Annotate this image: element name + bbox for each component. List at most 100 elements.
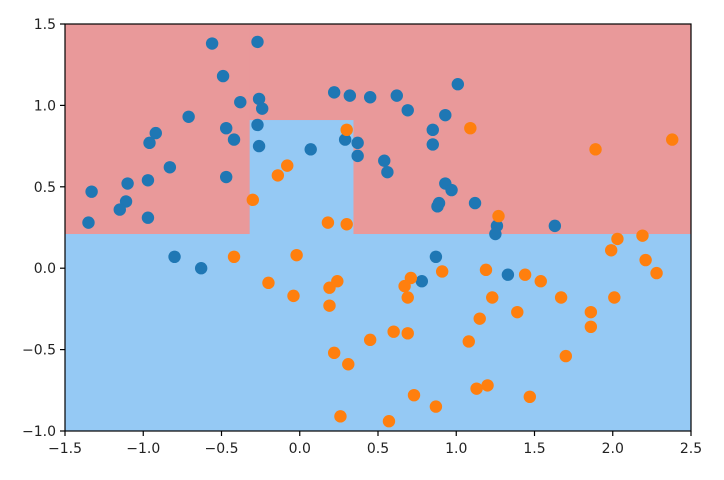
scatter-point-series-0-30 <box>338 133 352 146</box>
scatter-point-series-0-0 <box>205 37 219 50</box>
x-tick-label: 1.5 <box>523 441 545 457</box>
y-tick-label: 1.5 <box>34 17 56 33</box>
scatter-point-series-1-1 <box>246 193 259 207</box>
scatter-point-series-0-28 <box>390 89 403 102</box>
scatter-point-series-1-43 <box>604 244 618 257</box>
scatter-point-series-1-47 <box>639 253 652 267</box>
scatter-point-series-1-44 <box>611 232 624 246</box>
scatter-point-series-0-18 <box>113 203 126 216</box>
x-tick-label: 2.5 <box>680 441 702 457</box>
scatter-point-series-1-26 <box>464 121 477 135</box>
scatter-points <box>82 35 679 428</box>
scatter-point-series-1-16 <box>334 410 347 423</box>
scatter-point-series-1-32 <box>470 382 483 395</box>
scatter-point-series-1-31 <box>462 335 475 348</box>
y-tick-label: 1.0 <box>34 98 56 114</box>
scatter-point-series-1-4 <box>340 123 353 137</box>
scatter-point-series-1-29 <box>486 291 499 304</box>
scatter-point-series-1-5 <box>262 276 275 290</box>
scatter-point-series-0-22 <box>168 250 181 264</box>
scatter-point-series-0-36 <box>439 108 452 122</box>
scatter-point-series-0-42 <box>432 196 446 210</box>
scatter-point-series-1-21 <box>398 279 411 293</box>
scatter-point-series-0-24 <box>304 143 317 156</box>
scatter-point-series-1-19 <box>401 327 414 340</box>
x-tick-label: −0.5 <box>205 441 239 457</box>
scatter-point-series-1-24 <box>429 400 443 413</box>
scatter-point-series-0-19 <box>85 185 98 198</box>
y-tick-label: 0.0 <box>34 261 56 277</box>
scatter-point-series-0-26 <box>343 89 357 102</box>
y-tick-label: −1.0 <box>22 424 56 440</box>
scatter-point-series-0-23 <box>194 262 208 275</box>
scatter-point-series-0-15 <box>141 174 155 187</box>
x-tick-label: 0.5 <box>367 441 389 457</box>
scatter-point-series-0-12 <box>149 126 162 140</box>
scatter-point-series-1-15 <box>363 333 377 347</box>
scatter-point-series-0-11 <box>219 170 233 184</box>
scatter-point-series-0-6 <box>255 102 269 115</box>
scatter-point-series-1-38 <box>559 349 572 363</box>
scatter-point-series-1-37 <box>534 275 547 288</box>
scatter-point-series-0-43 <box>468 196 482 210</box>
scatter-point-series-0-8 <box>227 133 241 146</box>
scatter-point-series-1-48 <box>650 266 663 280</box>
scatter-point-series-0-5 <box>252 92 266 106</box>
decision-region-class-1-0 <box>65 234 692 432</box>
scatter-point-series-1-13 <box>327 346 341 360</box>
scatter-point-series-1-39 <box>554 291 568 304</box>
scatter-point-series-1-35 <box>518 268 532 281</box>
scatter-point-series-0-10 <box>251 118 264 132</box>
scatter-point-series-1-0 <box>227 250 241 264</box>
axes: −1.5 −1.0 −0.5 0.0 0.5 1.0 1.5 2.0 2.5−1.0−0.50.… <box>22 17 702 457</box>
x-tick-label: 1.0 <box>445 441 467 457</box>
scatter-point-series-1-28 <box>479 263 493 277</box>
scatter-point-series-1-49 <box>666 133 679 146</box>
scatter-point-series-0-31 <box>351 136 364 150</box>
scatter-point-series-0-49 <box>548 219 562 233</box>
scatter-point-series-1-9 <box>340 218 353 231</box>
scatter-point-series-0-40 <box>445 183 458 197</box>
scatter-point-series-0-48 <box>429 250 443 264</box>
scatter-point-series-1-40 <box>584 305 598 319</box>
scatter-point-series-1-46 <box>636 229 649 242</box>
scatter-point-series-0-20 <box>82 216 95 229</box>
scatter-point-series-1-42 <box>589 143 602 156</box>
scatter-point-series-1-17 <box>382 415 396 428</box>
scatter-point-series-1-3 <box>281 159 294 172</box>
scatter-point-series-0-3 <box>182 110 195 123</box>
decision-region-class-1-1 <box>249 120 354 235</box>
scatter-point-series-1-45 <box>608 291 621 304</box>
scatter-point-series-0-46 <box>501 268 515 281</box>
scatter-point-series-0-14 <box>163 161 177 174</box>
scatter-point-series-1-36 <box>523 390 537 404</box>
scatter-point-series-1-25 <box>435 265 449 278</box>
scatter-point-series-0-35 <box>451 78 465 91</box>
scatter-point-series-1-2 <box>271 169 285 182</box>
x-tick-label: −1.0 <box>126 441 160 457</box>
scatter-point-series-1-41 <box>584 320 598 334</box>
scatter-point-series-1-11 <box>331 275 344 288</box>
scatter-point-series-0-34 <box>381 165 394 179</box>
decision-regions <box>65 24 692 432</box>
x-tick-label: 2.0 <box>602 441 624 457</box>
y-tick-label: −0.5 <box>22 343 56 359</box>
decision-region-class-0-2 <box>352 24 692 235</box>
scatter-point-series-0-7 <box>219 121 233 135</box>
scatter-point-series-0-29 <box>401 104 414 117</box>
scatter-point-series-1-34 <box>511 305 524 319</box>
x-tick-label: 0.0 <box>289 441 311 457</box>
scatter-point-series-1-12 <box>323 299 336 312</box>
scatter-point-series-0-2 <box>216 69 230 83</box>
scatter-point-series-0-45 <box>489 227 502 241</box>
scatter-point-series-0-33 <box>378 154 391 167</box>
scatter-point-series-0-37 <box>426 123 439 137</box>
x-tick-label: −1.5 <box>48 441 82 457</box>
scatter-point-series-0-38 <box>426 138 439 151</box>
scatter-point-series-0-47 <box>415 275 429 288</box>
scatter-point-series-1-22 <box>401 291 414 304</box>
scatter-point-series-0-4 <box>234 95 247 109</box>
scatter-point-series-0-16 <box>121 177 134 190</box>
scatter-point-series-0-13 <box>143 136 156 150</box>
